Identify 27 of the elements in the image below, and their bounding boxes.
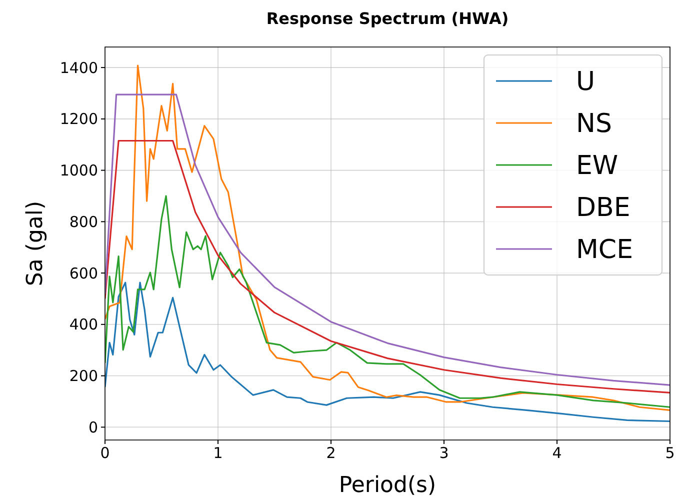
x-tick-label: 5 — [665, 444, 675, 462]
y-tick-label: 1200 — [60, 110, 98, 128]
line-series — [105, 282, 670, 422]
x-axis-title: Period(s) — [338, 473, 436, 498]
y-tick-label: 1400 — [60, 58, 98, 77]
legend-label: NS — [576, 109, 612, 140]
y-axis-title: Sa (gal) — [23, 200, 48, 286]
line-series — [105, 64, 670, 412]
x-tick-label: 3 — [439, 444, 449, 462]
legend-label: U — [576, 67, 596, 98]
x-tick-label: 2 — [326, 444, 336, 462]
y-tick-label: 200 — [69, 367, 98, 386]
chart-title: Response Spectrum (HWA) — [266, 9, 509, 28]
y-tick-label: 600 — [69, 264, 98, 282]
y-tick-label: 0 — [88, 418, 98, 436]
y-tick-label: 1000 — [60, 162, 98, 180]
legend-label: DBE — [576, 193, 630, 224]
x-tick-label: 0 — [100, 444, 110, 462]
x-tick-label: 4 — [552, 444, 562, 462]
x-tick-label: 1 — [213, 444, 223, 462]
y-tick-label: 400 — [69, 316, 98, 334]
legend-label: EW — [576, 151, 618, 182]
line-series — [105, 195, 670, 408]
line-series — [105, 94, 670, 386]
y-tick-label: 800 — [69, 212, 98, 231]
legend-label: MCE — [576, 235, 634, 266]
line-series — [105, 140, 670, 394]
